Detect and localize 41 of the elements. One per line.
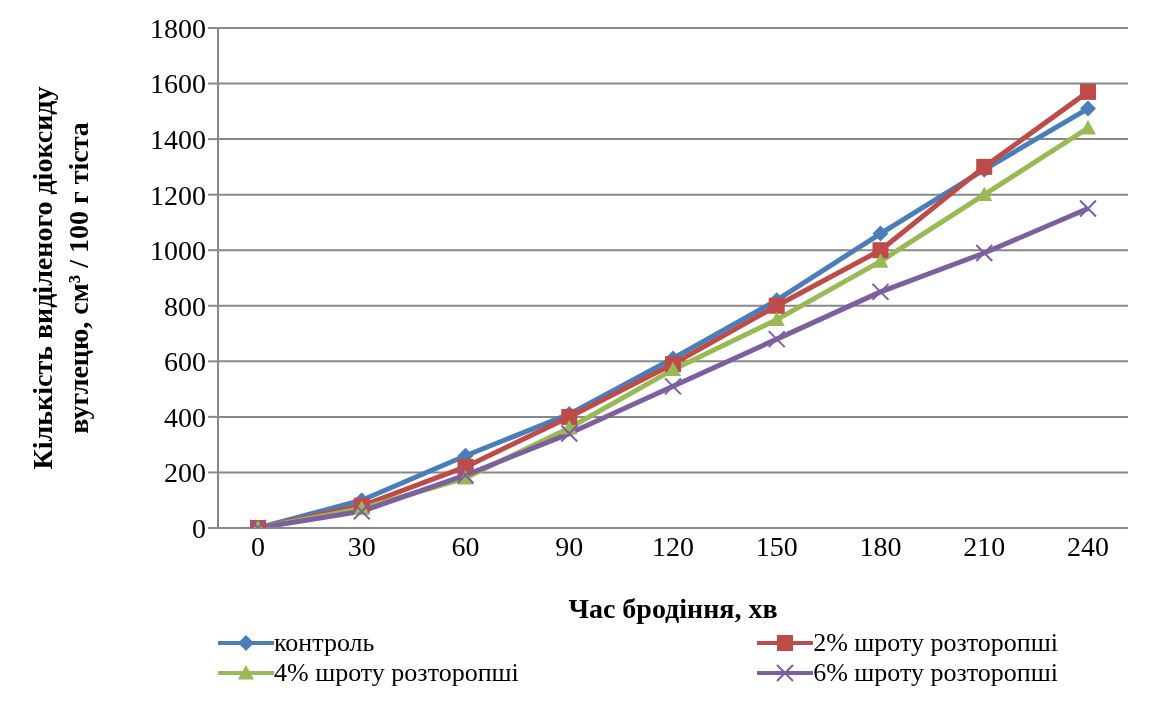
y-axis-title: Кількість виділеного діоксиду вуглецю, см³ / 100 г тіста [27,86,94,470]
y-tick-label: 600 [164,346,206,378]
y-tick-label: 1600 [150,68,206,100]
x-tick-label: 210 [963,530,1006,562]
x-tick-label: 240 [1067,530,1109,562]
x-axis-title: Час бродіння, хв [568,593,778,624]
y-tick-label: 800 [164,290,206,322]
point [1080,120,1096,135]
point [560,424,579,443]
point [1080,100,1096,117]
point [872,225,889,242]
point [1079,199,1097,218]
y-tick-label: 1200 [150,179,206,211]
x-tick-label: 0 [251,530,265,562]
point [871,282,890,301]
x-tick-label: 90 [555,530,584,562]
legend-label: 2% шроту розторопші [813,628,1058,658]
y-tick-label: 1800 [150,12,206,44]
point [1080,83,1096,100]
x-tick-label: 30 [347,530,376,562]
y-tick-label: 1400 [150,124,206,156]
point [872,253,889,268]
legend-label: 4% шроту розторопші [274,658,519,688]
y-tick-label: 200 [164,457,206,489]
x-tick-label: 180 [859,530,902,562]
legend-label: 6% шроту розторопші [813,658,1058,688]
point [665,361,681,377]
point [872,242,889,259]
x-tick-label: 60 [451,530,480,562]
y-tick-label: 400 [164,401,206,433]
x-tick-label: 120 [652,530,694,562]
point [664,377,682,396]
point [768,311,785,327]
y-tick-label: 1000 [150,235,206,267]
point [767,330,786,349]
point [768,297,785,314]
point [456,466,475,485]
point [975,244,994,262]
legend-label: контроль [274,628,375,658]
x-tick-label: 150 [755,530,798,562]
point [352,502,371,521]
